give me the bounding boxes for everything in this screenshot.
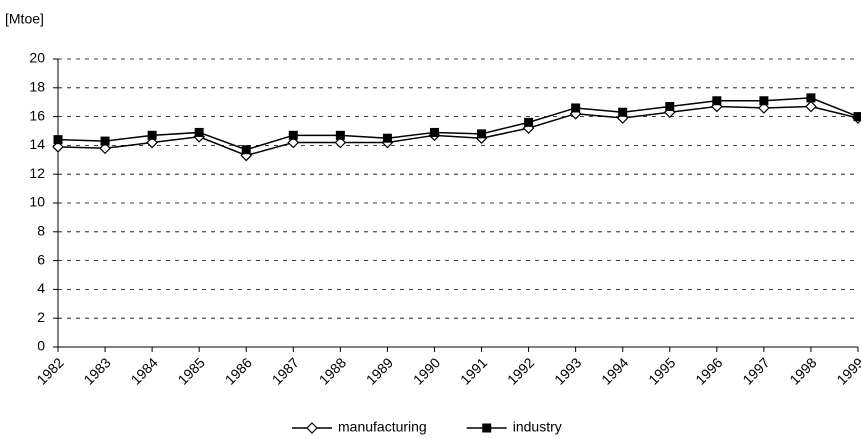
x-tick-label: 1983 <box>80 354 113 387</box>
point <box>146 136 158 149</box>
x-tick-label: 1989 <box>363 354 396 387</box>
point <box>53 135 63 145</box>
x-tick-label: 1993 <box>551 354 584 387</box>
legend-marker <box>306 422 318 434</box>
x-tick-label: 1998 <box>786 354 819 387</box>
point <box>853 112 861 122</box>
point <box>477 129 487 139</box>
x-tick-label: 1988 <box>316 354 349 387</box>
point <box>429 127 439 137</box>
point <box>100 136 110 146</box>
x-tick-label: 1999 <box>833 354 861 387</box>
y-tick-label: 2 <box>37 309 45 325</box>
y-tick-label: 10 <box>29 194 45 210</box>
point <box>241 145 251 155</box>
point <box>99 142 111 155</box>
point <box>288 130 298 140</box>
x-tick-label: 1996 <box>692 354 725 387</box>
point <box>806 93 816 103</box>
x-tick-label: 1982 <box>33 354 66 387</box>
legend-label: manufacturing <box>338 419 427 435</box>
point <box>52 140 64 153</box>
y-axis-unit: [Mtoe] <box>5 11 44 27</box>
x-tick-label: 1985 <box>175 354 208 387</box>
x-tick-label: 1984 <box>128 354 161 387</box>
x-tick-label: 1991 <box>457 354 490 387</box>
y-tick-label: 8 <box>37 223 45 239</box>
x-tick-label: 1994 <box>598 354 631 387</box>
point <box>712 96 722 106</box>
legend-marker <box>482 423 492 433</box>
point <box>334 136 347 149</box>
point <box>805 100 817 113</box>
x-tick-label: 1987 <box>269 354 302 387</box>
y-tick-label: 6 <box>37 251 45 267</box>
y-tick-label: 14 <box>29 136 45 152</box>
point <box>759 96 769 106</box>
point <box>665 102 675 112</box>
point <box>382 133 392 143</box>
point <box>618 107 628 117</box>
series-line <box>57 105 859 157</box>
y-tick-label: 18 <box>29 79 45 95</box>
series-line <box>57 97 859 151</box>
point <box>571 103 581 113</box>
x-tick-label: 1992 <box>504 354 537 387</box>
x-tick-label: 1990 <box>410 354 443 387</box>
point <box>758 102 770 114</box>
x-tick-label: 1997 <box>739 354 772 387</box>
legend-label: industry <box>513 419 562 435</box>
x-tick-label: 1995 <box>645 354 678 387</box>
x-tick-label: 1986 <box>222 354 255 387</box>
y-tick-label: 16 <box>29 107 45 123</box>
point <box>194 127 204 137</box>
point <box>287 136 300 149</box>
y-tick-label: 0 <box>37 338 45 354</box>
point <box>524 117 534 127</box>
y-tick-label: 12 <box>29 165 45 181</box>
point <box>335 130 345 140</box>
y-tick-label: 20 <box>29 50 45 66</box>
point <box>147 130 157 140</box>
y-tick-label: 4 <box>37 280 45 296</box>
